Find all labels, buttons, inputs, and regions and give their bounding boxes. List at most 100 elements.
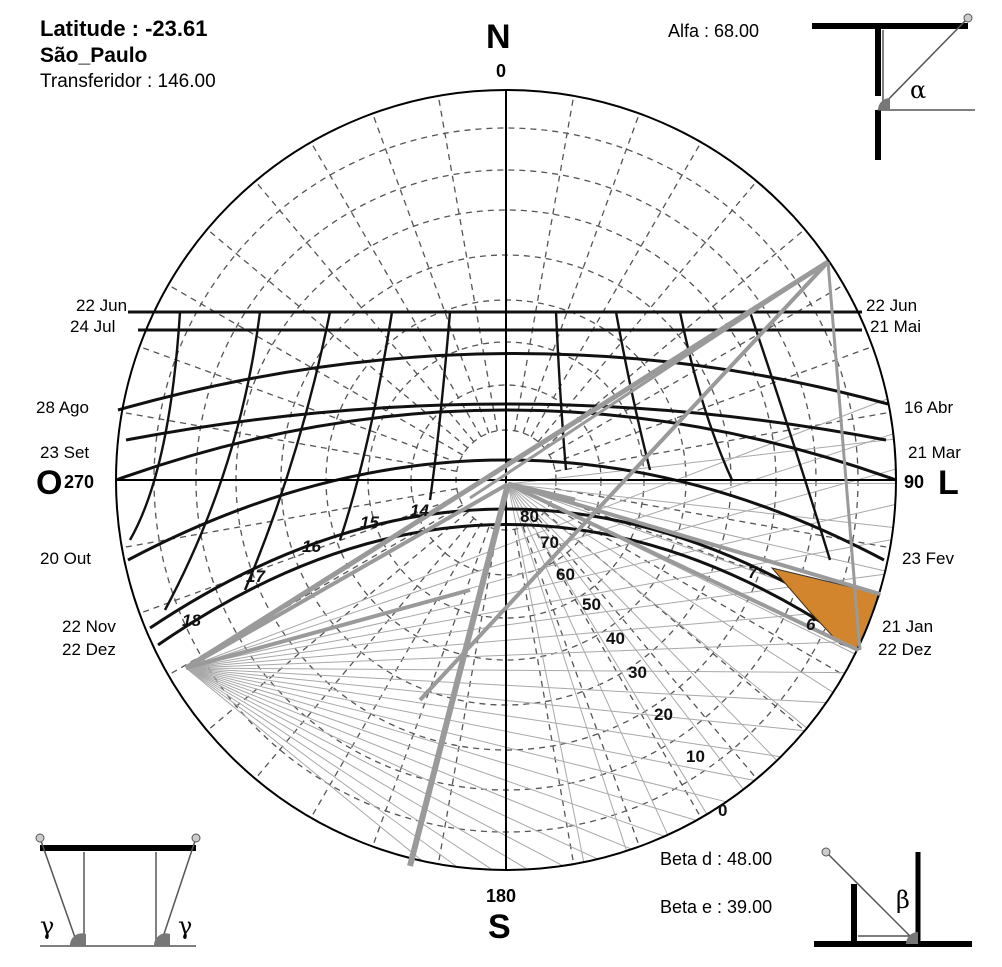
altitude-label: 80	[520, 507, 539, 526]
dashed-spoke	[530, 141, 702, 438]
alfa-icon	[812, 13, 975, 160]
alfa-label: Alfa : 68.00	[668, 21, 760, 41]
shading-mask-fan	[185, 398, 897, 871]
hour-line	[243, 311, 332, 591]
degree-north: 0	[496, 61, 507, 81]
date-label-left: 24 Jul	[70, 317, 116, 336]
city-label: São_Paulo	[40, 44, 148, 67]
fan-line	[185, 667, 665, 837]
date-label-left: 22 Dez	[62, 640, 116, 659]
gamma-icon	[35, 833, 201, 947]
latitude-label: Latitude : -23.61	[40, 16, 208, 41]
fan-line	[507, 483, 894, 528]
hour-line	[163, 311, 262, 611]
date-label-left: 22 Nov	[62, 617, 116, 636]
hour-label: 18	[182, 611, 201, 630]
hour-line	[128, 311, 182, 541]
fan-line	[507, 438, 894, 485]
dashed-spoke	[522, 113, 641, 434]
dashed-spoke	[371, 113, 490, 434]
fan-line	[185, 667, 598, 860]
dashed-spoke	[139, 345, 460, 464]
fan-line	[185, 667, 846, 674]
dashed-spoke	[167, 284, 464, 456]
cardinal-west: O	[36, 464, 63, 502]
date-label-left: 20 Out	[40, 549, 92, 568]
dashed-spoke	[310, 141, 482, 438]
dashed-spoke	[552, 345, 873, 464]
altitude-label: 20	[654, 705, 673, 724]
beta-icon	[814, 847, 972, 947]
fan-line	[185, 667, 805, 732]
dashed-spoke	[254, 517, 475, 780]
date-label-right: 21 Mar	[908, 443, 961, 462]
fan-line	[185, 667, 564, 867]
gamma-symbol-right: γ	[178, 912, 193, 940]
transferidor-label: Transferidor : 146.00	[40, 71, 216, 92]
beta-e-label: Beta e : 39.00	[660, 897, 773, 917]
altitude-label: 70	[540, 533, 559, 552]
cardinal-north: N	[486, 18, 511, 56]
degree-east: 90	[904, 472, 925, 492]
altitude-label: 60	[556, 565, 575, 584]
altitude-label: 0	[718, 801, 728, 820]
fan-line	[507, 483, 708, 815]
sun-path-ago	[117, 351, 889, 412]
dashed-spoke	[437, 95, 498, 431]
fan-line	[185, 640, 862, 669]
hour-line	[748, 311, 832, 561]
fan-line	[507, 483, 627, 852]
fan-line	[185, 667, 755, 781]
hour-label: 15	[360, 513, 379, 532]
hour-line	[554, 311, 568, 471]
fan-line	[185, 667, 529, 870]
altitude-label: 10	[686, 747, 705, 766]
hour-line	[678, 311, 734, 481]
date-label-right: 23 Fev	[902, 549, 954, 568]
fan-line	[507, 483, 834, 693]
date-label-right: 16 Abr	[904, 398, 954, 417]
gamma-symbol-left: γ	[40, 912, 55, 940]
dashed-spoke	[206, 228, 469, 449]
cardinal-east: L	[938, 464, 959, 502]
fan-line	[507, 483, 669, 836]
mask-gray-lines	[184, 259, 881, 867]
hour-line	[338, 311, 394, 541]
hour-line	[614, 311, 652, 471]
beta-d-label: Beta d : 48.00	[660, 849, 773, 869]
fan-line	[507, 483, 744, 790]
fan-line	[185, 667, 781, 758]
fan-line	[507, 483, 778, 761]
fan-line	[185, 667, 632, 850]
date-label-right: 21 Jan	[882, 617, 934, 636]
date-label-left: 23 Set	[40, 443, 90, 462]
fan-line	[185, 667, 493, 871]
fan-line	[507, 483, 585, 863]
altitude-label: 30	[628, 663, 647, 682]
dashed-spoke	[139, 496, 460, 615]
alfa-symbol: α	[910, 76, 927, 104]
dashed-spoke	[121, 411, 457, 472]
dashed-spoke	[206, 511, 469, 732]
dashed-spoke	[552, 496, 873, 615]
sun-path-lines	[115, 310, 897, 647]
date-label-right: 22 Dez	[878, 640, 932, 659]
beta-symbol: β	[896, 886, 910, 914]
dashed-spoke	[522, 526, 641, 847]
dashed-spoke	[555, 488, 891, 549]
date-label-left: 22 Jun	[76, 296, 128, 315]
dashed-spoke	[310, 522, 482, 819]
fan-line	[185, 667, 423, 862]
date-label-left: 28 Ago	[36, 398, 89, 417]
fan-line	[185, 607, 875, 669]
dashed-spoke	[514, 95, 575, 431]
dashed-spoke	[537, 517, 758, 780]
hour-label: 7	[748, 563, 758, 582]
degree-south: 180	[486, 886, 517, 906]
degree-west: 270	[64, 472, 95, 492]
dashed-spoke	[121, 488, 457, 549]
fan-line	[185, 433, 894, 669]
dashed-spoke	[555, 411, 891, 472]
dashed-spoke	[530, 522, 702, 819]
